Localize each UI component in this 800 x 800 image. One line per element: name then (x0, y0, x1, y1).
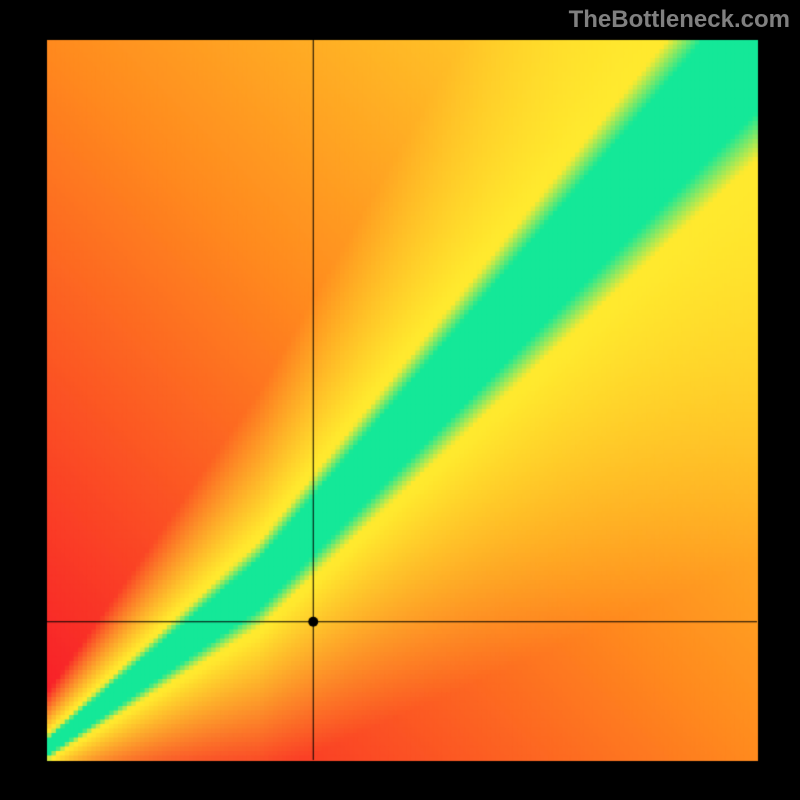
chart-container: TheBottleneck.com (0, 0, 800, 800)
watermark-text: TheBottleneck.com (569, 6, 790, 34)
heatmap-canvas (0, 0, 800, 800)
